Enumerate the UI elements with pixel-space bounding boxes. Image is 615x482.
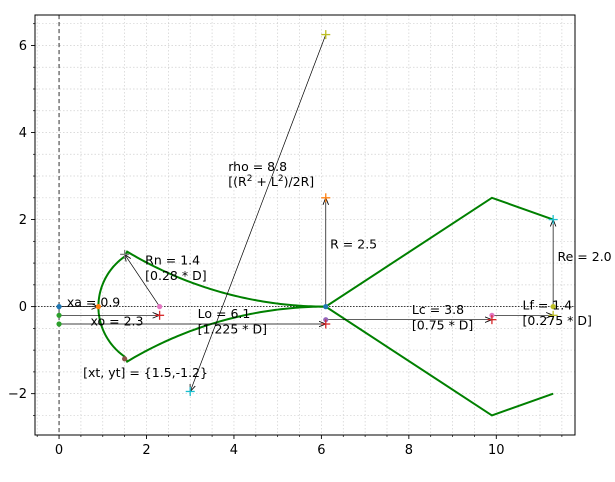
annotation-rho-formula: [(R2 + L2)/2R] bbox=[228, 174, 314, 189]
annotation-r: R = 2.5 bbox=[330, 237, 377, 252]
marker-plus bbox=[185, 386, 195, 396]
x-tick-label: 0 bbox=[55, 443, 63, 458]
x-tick-label: 4 bbox=[230, 443, 238, 458]
y-tick-label: 2 bbox=[19, 213, 27, 228]
annotation-rn: Rn = 1.4 bbox=[145, 252, 200, 267]
marker-dot bbox=[56, 304, 62, 310]
marker-dot bbox=[56, 312, 62, 318]
nozzle-outline-lower bbox=[97, 305, 554, 417]
formula-part: + L bbox=[252, 174, 277, 189]
annotations: xa = 0.9 xo = 2.3 Rn = 1.4[0.28 * D] rho = … bbox=[67, 159, 612, 380]
annotation-re: Re = 2.0 bbox=[558, 249, 612, 264]
axes: 0 2 4 6 8 10 −2 0 2 4 6 bbox=[8, 23, 563, 458]
marker-plus bbox=[155, 310, 165, 320]
marker-dot bbox=[550, 304, 556, 310]
marker-plus bbox=[321, 319, 331, 329]
annotation-lo: Lo = 6.1 bbox=[198, 306, 251, 321]
marker-plus bbox=[548, 310, 558, 320]
dimension-arrow-rho bbox=[190, 34, 327, 392]
x-tick-label: 8 bbox=[405, 443, 413, 458]
marker-plus bbox=[548, 215, 558, 225]
plot-frame bbox=[34, 14, 576, 436]
marker-plus bbox=[321, 193, 331, 203]
formula-part: [(R bbox=[228, 174, 247, 189]
annotation-lc: Lc = 3.8 bbox=[412, 302, 464, 317]
x-tick-label: 10 bbox=[488, 443, 505, 458]
annotation-lc-sub: [0.75 * D] bbox=[412, 318, 473, 333]
dimension-arrows bbox=[59, 34, 553, 392]
y-tick-label: 4 bbox=[19, 126, 27, 141]
dimension-arrow-Rn bbox=[125, 254, 160, 307]
nozzle-outline-upper bbox=[97, 196, 554, 308]
marker-plus bbox=[321, 30, 331, 40]
formula-part: )/2R] bbox=[284, 174, 315, 189]
annotation-lo-sub: [1.225 * D] bbox=[198, 321, 267, 336]
annotation-throat: [xt, yt] = {1.5,-1.2} bbox=[83, 365, 208, 380]
nozzle-outline bbox=[97, 196, 554, 417]
annotation-xo: xo = 2.3 bbox=[91, 313, 144, 328]
x-tick-label: 6 bbox=[317, 443, 325, 458]
marker-plus bbox=[487, 315, 497, 325]
marker-dot bbox=[323, 304, 329, 310]
annotation-xa: xa = 0.9 bbox=[67, 295, 120, 310]
annotation-lf-sub: [0.275 * D] bbox=[523, 313, 592, 328]
marker-plus bbox=[120, 249, 130, 259]
y-tick-label: 6 bbox=[19, 39, 27, 54]
marker-dot bbox=[122, 356, 128, 362]
marker-dot bbox=[56, 321, 62, 327]
annotation-rn-sub: [0.28 * D] bbox=[145, 268, 206, 283]
annotation-rho: rho = 8.8 bbox=[228, 159, 287, 174]
y-tick-label: 0 bbox=[19, 300, 27, 315]
y-tick-label: −2 bbox=[8, 387, 27, 402]
superscript: 2 bbox=[278, 174, 284, 184]
marker-dot bbox=[157, 304, 163, 310]
annotation-lf: Lf = 1.4 bbox=[523, 298, 573, 313]
marker-dot bbox=[95, 304, 102, 310]
point-markers bbox=[56, 30, 558, 396]
superscript: 2 bbox=[247, 174, 253, 184]
x-tick-label: 2 bbox=[142, 443, 150, 458]
